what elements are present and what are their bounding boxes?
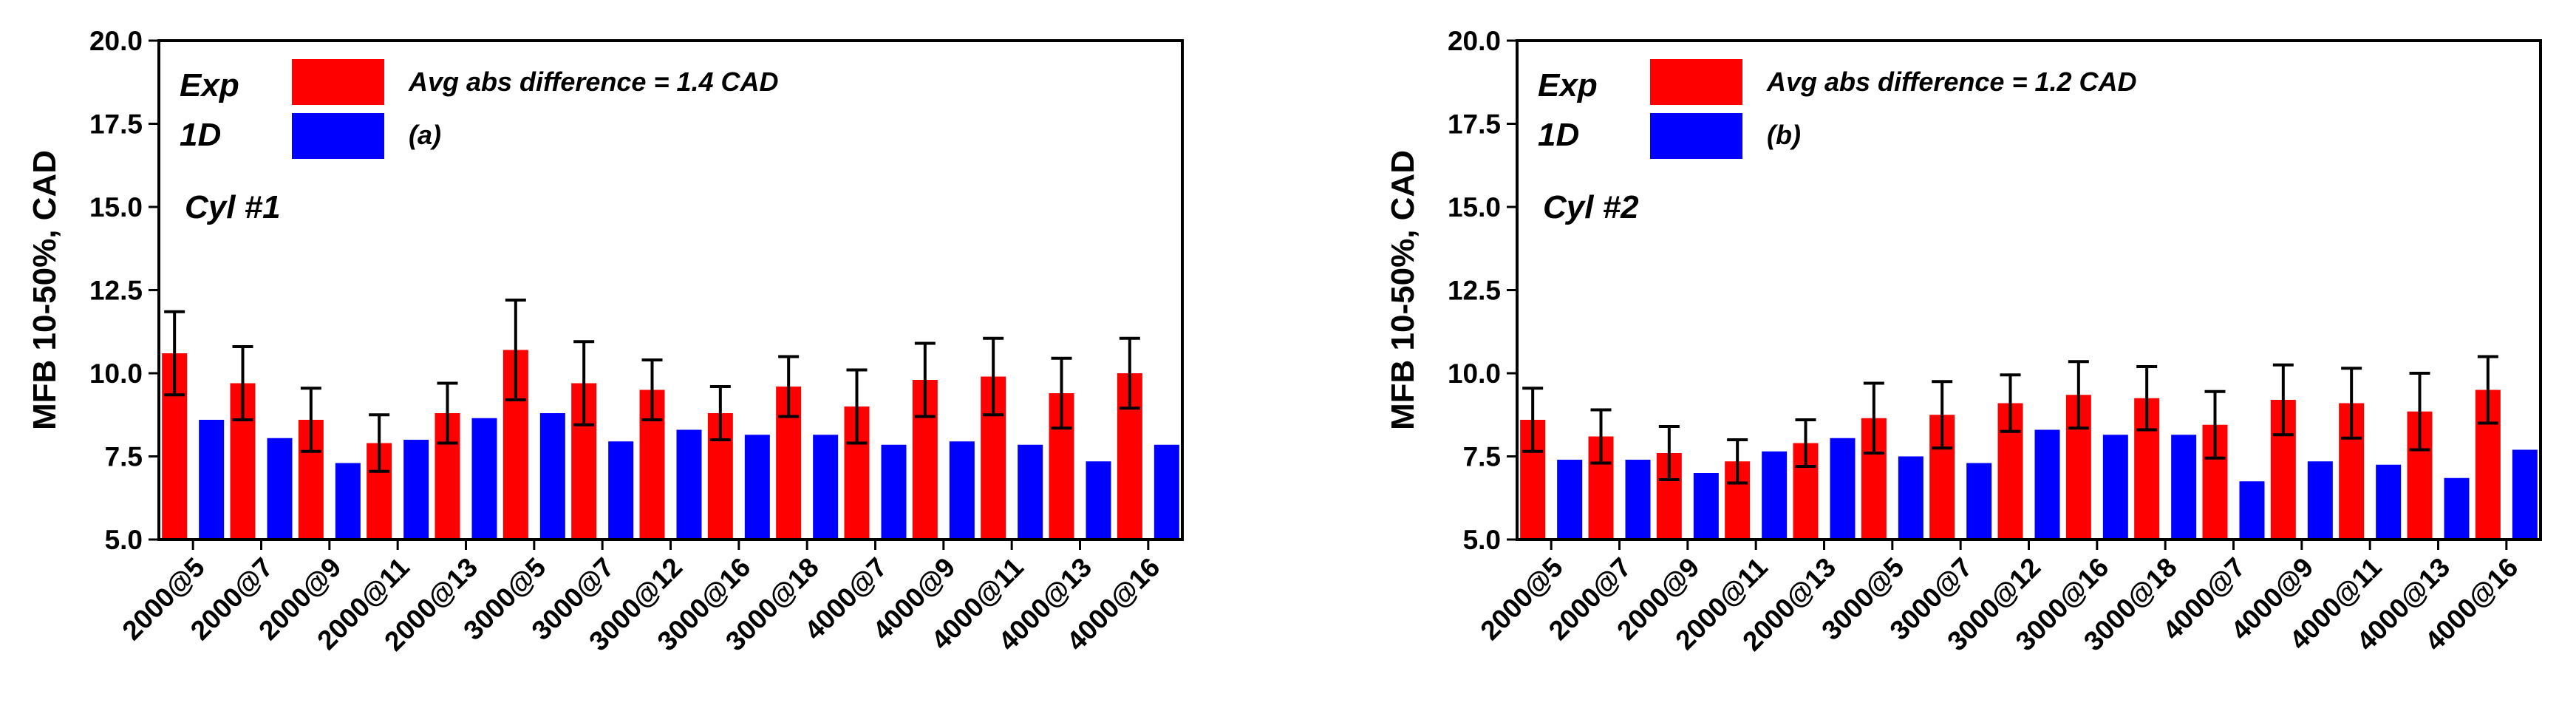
bar-1d [813,435,839,540]
chart-panel-1: 5.0 7.5 10.0 12.5 15.0 17.5 20.0 MFB 10-50%, CA… [27,26,1184,656]
y-tick-label: 17.5 [89,109,143,140]
bar-1d [881,444,907,540]
bar-1d [1830,438,1856,540]
y-tick-label: 7.5 [1463,442,1501,472]
legend-swatch-1d [292,113,384,159]
y-tick-label: 15.0 [1448,192,1501,222]
y-tick-label: 17.5 [1448,109,1501,140]
bar-1d [608,441,634,540]
bar-1d [1966,463,1992,540]
avg-difference-annotation: Avg abs difference = 1.2 CAD [1766,67,2137,97]
y-tick-label: 5.0 [105,525,143,555]
bar-1d [1762,451,1788,540]
y-tick-label: 5.0 [1463,525,1501,555]
legend-swatch-exp [292,59,384,105]
bar-1d [1625,460,1651,540]
bar-1d [403,440,429,540]
legend-label-exp: Exp [1538,67,1598,103]
plot-frame [1516,39,2542,541]
y-axis-label: MFB 10-50%, CAD [27,150,63,430]
avg-difference-annotation: Avg abs difference = 1.4 CAD [408,67,779,97]
bar-1d [1898,456,1924,540]
panel-label: (a) [409,120,441,150]
bar-1d [199,420,225,540]
bar-1d [2102,435,2128,540]
legend-label-exp: Exp [180,67,239,103]
cylinder-label: Cyl #2 [1543,189,1639,225]
y-tick-label: 10.0 [1448,358,1501,389]
bar-1d [2512,449,2538,540]
cylinder-label: Cyl #1 [185,189,281,225]
legend-swatch-exp [1650,59,1742,105]
bar-1d [1693,473,1719,540]
bar-1d [267,438,293,540]
bar-1d [1557,460,1583,540]
plot-frame [157,39,1184,541]
bar-1d [1154,444,1179,540]
legend-swatch-1d [1650,113,1742,159]
bar-1d [2444,477,2470,540]
bar-1d [676,429,702,540]
bar-1d [471,418,497,540]
y-tick-label: 12.5 [1448,276,1501,306]
y-axis-label: MFB 10-50%, CAD [1385,150,1421,430]
bar-1d [2171,435,2197,540]
bar-1d [744,435,770,540]
y-tick-label: 10.0 [89,358,143,389]
y-tick-label: 20.0 [89,26,143,56]
y-tick-label: 7.5 [105,442,143,472]
y-tick-label: 15.0 [89,192,143,222]
panel-label: (b) [1767,120,1801,150]
bar-1d [949,441,975,540]
bar-1d [2034,429,2060,540]
bar-1d [2239,481,2265,540]
bar-1d [1086,461,1111,540]
bar-1d [2376,464,2402,540]
y-tick-label: 20.0 [1448,26,1501,56]
y-tick-label: 12.5 [89,276,143,306]
legend-label-1d: 1D [1538,117,1579,153]
bar-1d [539,413,565,540]
chart-panel-2: 5.0 7.5 10.0 12.5 15.0 17.5 20.0 MFB 10-50%, CA… [1385,26,2542,656]
bar-1d [2307,461,2333,540]
legend-label-1d: 1D [180,117,221,153]
bar-1d [335,463,361,540]
bar-1d [1018,444,1043,540]
